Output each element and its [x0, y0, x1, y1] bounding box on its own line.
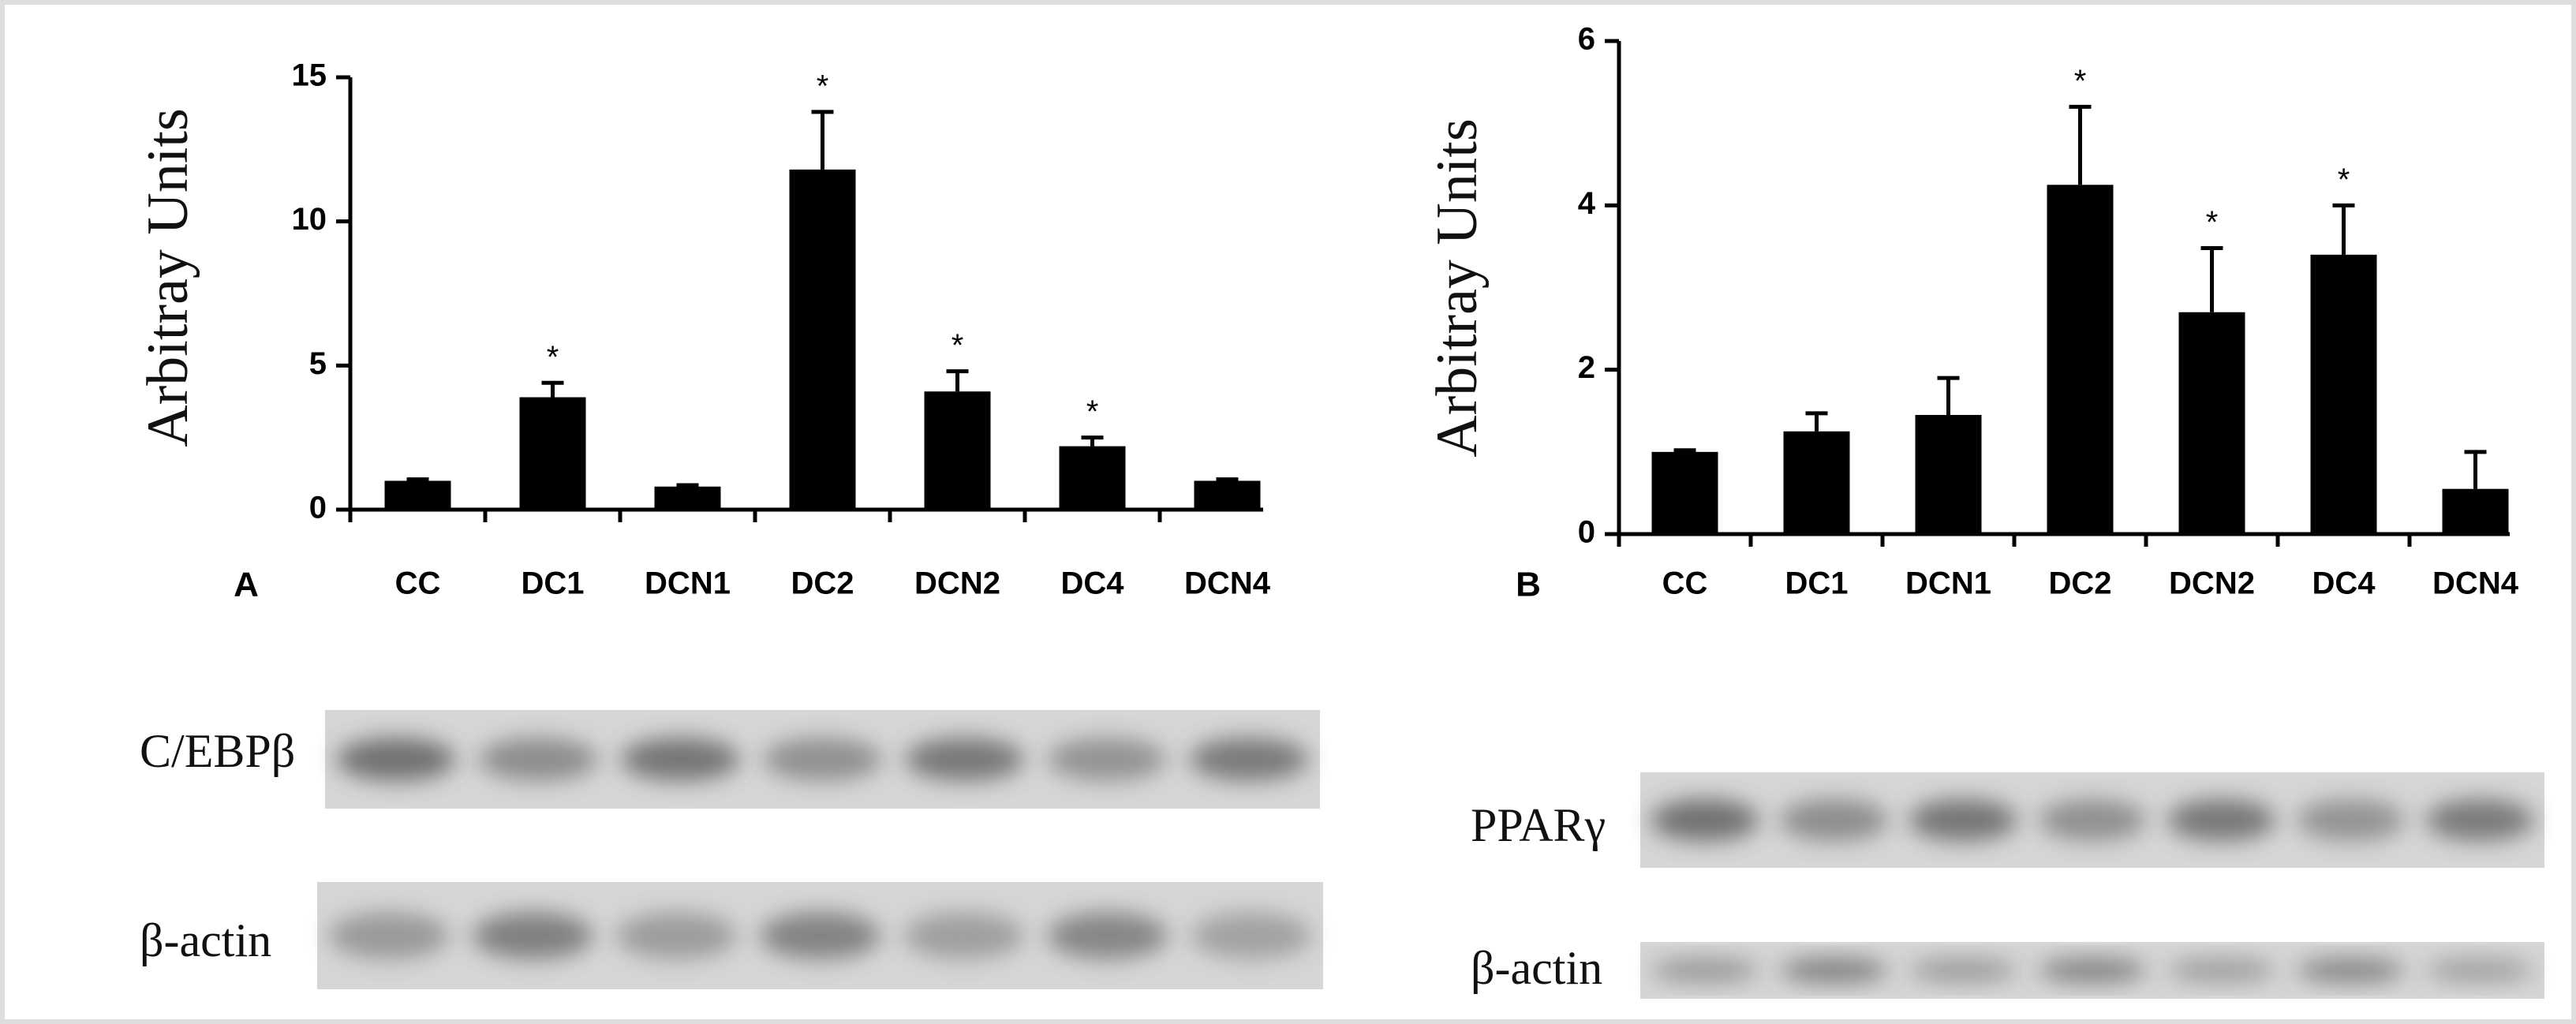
blot-band	[2038, 798, 2147, 842]
bar	[2442, 488, 2509, 534]
blot-image	[1640, 942, 2544, 999]
bar	[789, 169, 856, 510]
blot-band	[1191, 912, 1312, 959]
bar	[1059, 446, 1126, 510]
significance-mark: *	[952, 328, 964, 363]
error-bar	[2464, 450, 2487, 489]
blot-band	[2167, 958, 2276, 983]
blot-label: β-actin	[1471, 942, 1602, 994]
bar	[2310, 254, 2377, 534]
y-axis-label: Arbitray Units	[136, 108, 200, 447]
x-tick-label: DCN4	[1184, 566, 1271, 601]
blot-band	[1779, 958, 1889, 983]
significance-mark: *	[547, 340, 559, 375]
blot-band	[478, 738, 598, 781]
blot-band	[1779, 798, 1889, 842]
error-bar	[406, 477, 429, 482]
blot-band	[2296, 958, 2406, 983]
blot-band	[472, 912, 593, 959]
bar	[384, 480, 451, 510]
y-tick-label: 15	[292, 58, 327, 93]
blot-label: C/EBPβ	[140, 725, 295, 777]
panel-label: A	[234, 566, 259, 604]
panel-label: B	[1516, 566, 1541, 604]
y-tick-label: 2	[1578, 350, 1595, 385]
x-tick-label: DC2	[791, 566, 854, 601]
error-bar	[1216, 477, 1239, 482]
x-tick-label: DCN2	[2169, 566, 2255, 601]
blot-band	[1189, 738, 1309, 781]
x-tick-label: CC	[395, 566, 441, 601]
y-tick-label: 0	[309, 491, 327, 525]
significance-mark: *	[2074, 64, 2087, 99]
blot-band	[1651, 958, 1759, 983]
bar	[924, 391, 991, 510]
blot-band	[1047, 912, 1168, 959]
x-tick-label: DCN2	[914, 566, 1000, 601]
significance-mark: *	[1086, 394, 1099, 429]
blot-band	[2425, 958, 2534, 983]
error-bar	[676, 483, 699, 488]
bar	[1651, 451, 1718, 534]
significance-mark: *	[2206, 205, 2219, 240]
bar	[519, 397, 586, 510]
y-tick-label: 5	[309, 346, 327, 381]
blot-band	[904, 738, 1025, 781]
significance-mark: *	[817, 69, 829, 103]
bar	[2178, 312, 2245, 534]
x-tick-label: DC2	[2048, 566, 2111, 601]
x-tick-label: DCN1	[1905, 566, 1991, 601]
x-tick-label: DCN4	[2432, 566, 2519, 601]
blot-label: PPARγ	[1471, 799, 1606, 851]
error-bar	[1805, 411, 1828, 432]
blot-band	[1047, 738, 1167, 781]
error-bar	[811, 110, 834, 170]
error-bar	[946, 369, 969, 392]
x-tick-label: DC4	[1060, 566, 1124, 601]
y-axis-label: Arbitray Units	[1425, 118, 1490, 458]
blot-band	[2038, 958, 2147, 983]
y-tick-label: 4	[1578, 186, 1596, 221]
blot-band	[903, 912, 1025, 959]
bar	[654, 486, 721, 510]
error-bar	[2069, 104, 2092, 185]
error-bar	[2332, 203, 2355, 255]
error-bar	[1937, 376, 1960, 415]
blot-band	[2167, 798, 2276, 842]
blot-band	[762, 738, 883, 781]
error-bar	[1081, 435, 1104, 447]
blot-band	[1651, 798, 1759, 842]
blot-image	[1640, 772, 2544, 868]
bar	[2047, 185, 2114, 534]
blot-band	[1909, 958, 2018, 983]
bar	[1783, 431, 1850, 534]
blot-band	[2296, 798, 2406, 842]
blot-band	[615, 912, 737, 959]
x-tick-label: CC	[1662, 566, 1708, 601]
significance-mark: *	[2338, 163, 2350, 197]
blot-band	[760, 912, 880, 959]
x-tick-label: DC1	[1785, 566, 1848, 601]
x-tick-label: DC1	[521, 566, 584, 601]
bar	[1194, 480, 1261, 510]
blot-band	[336, 738, 456, 781]
error-bar	[2200, 246, 2223, 312]
blot-image	[325, 710, 1320, 809]
blot-label: β-actin	[140, 914, 271, 966]
blot-band	[328, 912, 450, 959]
x-tick-label: DCN1	[645, 566, 731, 601]
error-bar	[1673, 448, 1696, 453]
y-tick-label: 10	[292, 202, 327, 237]
blot-band	[2425, 798, 2534, 842]
y-tick-label: 6	[1578, 22, 1595, 57]
y-tick-label: 0	[1578, 515, 1595, 550]
bar	[1915, 414, 1982, 534]
x-tick-label: DC4	[2312, 566, 2376, 601]
blot-band	[620, 738, 741, 781]
error-bar	[541, 380, 564, 398]
blot-band	[1909, 798, 2018, 842]
blot-image	[317, 882, 1323, 989]
